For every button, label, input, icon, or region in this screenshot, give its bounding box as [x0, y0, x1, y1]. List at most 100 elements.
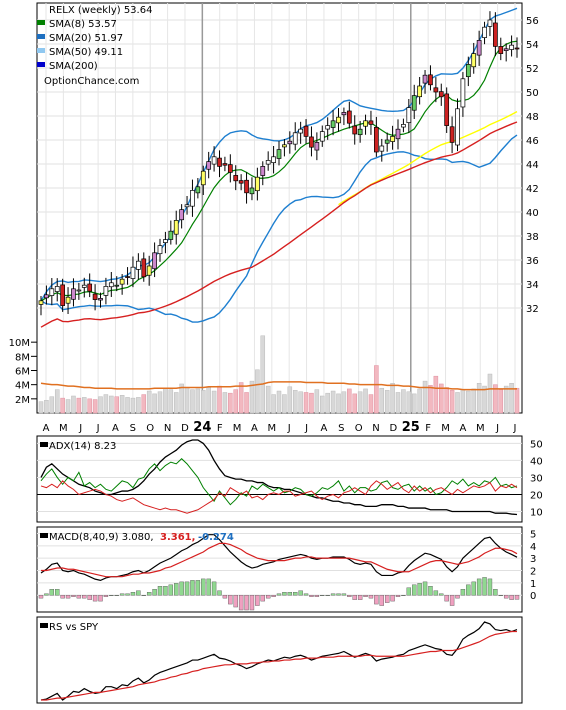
candle-body-up	[44, 294, 49, 299]
volume-bar	[498, 389, 504, 414]
macd-hist-bar	[428, 586, 433, 596]
volume-bar	[466, 390, 471, 414]
candle	[130, 256, 136, 288]
candle	[60, 278, 65, 312]
month-label: A	[321, 423, 328, 434]
candle-body-up	[460, 78, 466, 108]
macd-hist-bar	[455, 594, 460, 599]
candle-body-up	[98, 298, 103, 301]
volume-bar	[303, 392, 309, 414]
macd-hist-bar	[103, 594, 109, 597]
candle-body-up	[314, 142, 320, 151]
volume-bar	[211, 390, 217, 414]
volume-bar	[422, 380, 428, 414]
candle	[54, 278, 60, 302]
candle-body-up	[179, 209, 184, 221]
candle	[222, 156, 228, 172]
adx-y-axis: 50 40 30 20 10	[530, 439, 543, 518]
volume-bar	[347, 388, 352, 414]
volume-bar	[222, 392, 228, 414]
macd-series-line	[40, 534, 518, 582]
candle-body-up	[379, 145, 385, 152]
candle-body-up	[471, 53, 477, 68]
rs-label: RS vs SPY	[49, 622, 99, 633]
candle-body-up	[195, 186, 201, 194]
candle	[271, 146, 276, 174]
candle	[390, 125, 395, 150]
candle-body-up	[357, 128, 363, 136]
adx-series-line	[40, 480, 518, 514]
candle-body-up	[298, 128, 303, 134]
macd-hist-bar	[347, 594, 352, 597]
candle	[460, 72, 466, 117]
macd-hist-bar	[228, 594, 233, 605]
month-label: M	[476, 423, 485, 434]
macd-hist-bar	[395, 594, 401, 597]
candle	[325, 117, 331, 140]
month-label: S	[130, 423, 136, 434]
legend-label-sma50: SMA(50) 49.11	[49, 47, 123, 58]
volume-y-axis: 10M 8M 6M 4M 2M	[9, 338, 37, 406]
volume-bar	[341, 391, 347, 414]
volume-bar	[60, 397, 65, 414]
volume-bar	[363, 388, 368, 414]
volume-bar	[314, 389, 320, 414]
volume-bar	[168, 389, 174, 414]
x-axis-labels: A M J J A S O N D 24 F M A M J J A S O N D 25 F M A M J J	[43, 420, 517, 435]
macd-hist-bar	[309, 594, 314, 597]
volume-bar	[238, 382, 244, 414]
candle	[395, 119, 401, 150]
volume-bar	[509, 383, 514, 414]
macd-hist-bar	[341, 593, 347, 596]
macd-hist-bar	[87, 594, 92, 600]
candle	[422, 70, 428, 94]
macd-hist-bar	[271, 594, 276, 597]
candle	[282, 138, 287, 157]
adx-tick-label: 20	[530, 490, 543, 501]
volume-bar	[195, 388, 201, 414]
volume-bar	[228, 392, 233, 414]
macd-hist-bar	[71, 594, 76, 597]
candle-body-up	[81, 284, 87, 288]
month-label: A	[251, 423, 258, 434]
candle	[406, 99, 412, 133]
candle	[65, 287, 71, 314]
volume-bar	[103, 394, 109, 414]
bollinger-bands	[40, 7, 518, 323]
candle-body-up	[465, 64, 471, 78]
volume-bar	[411, 393, 417, 414]
rs-series-line	[40, 621, 518, 701]
volume-bar	[298, 391, 303, 414]
macd-hist-bar	[217, 590, 222, 596]
volume-bar	[82, 397, 87, 414]
candle-body-up	[271, 156, 276, 163]
candle-body-up	[260, 166, 266, 176]
macd-hist-bar	[55, 589, 60, 596]
candle	[444, 87, 450, 133]
candle-body-up	[190, 190, 195, 207]
candle	[352, 115, 358, 145]
macd-tick-label: 4	[530, 542, 536, 553]
macd-hist-bar	[92, 594, 98, 602]
volume-average	[40, 381, 517, 391]
macd-hist-bar	[303, 593, 309, 596]
candle-body-up	[119, 278, 125, 285]
macd-hist-bar	[433, 590, 439, 596]
volume-bar	[49, 396, 55, 414]
month-label: F	[217, 423, 223, 434]
volume-bar	[395, 392, 401, 414]
candle-body-down	[238, 180, 244, 184]
candle	[493, 12, 498, 57]
volume-bar	[379, 387, 385, 414]
candle-body-up	[54, 286, 60, 292]
candle	[503, 43, 509, 62]
month-label: M	[267, 423, 276, 434]
month-label: F	[425, 423, 431, 434]
candle	[108, 272, 114, 297]
volume-bar	[54, 389, 60, 414]
year-label: 25	[402, 420, 420, 435]
volume-bar	[71, 395, 76, 414]
macd-hist-bar	[265, 594, 271, 599]
candle-body-down	[444, 93, 450, 126]
macd-hist-bar	[152, 589, 157, 596]
